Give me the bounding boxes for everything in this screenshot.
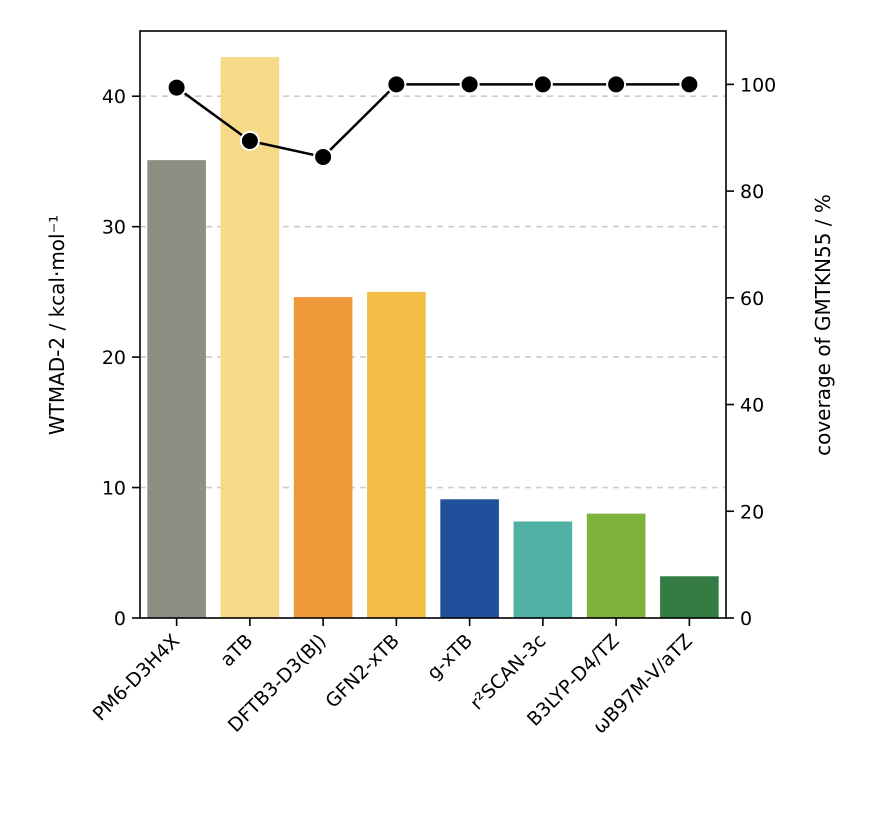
coverage-point-4 — [459, 74, 480, 95]
coverage-point-3 — [386, 74, 407, 95]
y2-tick-label: 60 — [740, 288, 764, 310]
coverage-point-0 — [166, 77, 187, 98]
coverage-point-6 — [606, 74, 627, 95]
bar-2 — [293, 297, 353, 618]
bar-4 — [440, 499, 499, 618]
y-tick-label: 40 — [102, 86, 126, 108]
x-tick-label: GFN2-xTB — [321, 630, 404, 713]
line-layer — [166, 74, 700, 167]
y2-tick-label: 100 — [740, 74, 776, 96]
y2-tick-label: 80 — [740, 181, 764, 203]
bar-3 — [367, 291, 426, 618]
x-tick-label: aTB — [216, 630, 257, 671]
y-tick-label: 10 — [102, 478, 126, 500]
x-tick-label: PM6-D3H4X — [89, 630, 184, 725]
bar-0 — [147, 160, 206, 618]
y-tick-label: 30 — [102, 217, 126, 239]
y-tick-label: 0 — [114, 608, 126, 630]
x-tick-label: g-xTB — [423, 630, 477, 684]
y-tick-label: 20 — [102, 347, 126, 369]
coverage-line — [175, 83, 690, 159]
coverage-point-7 — [679, 74, 700, 95]
bar-layer — [147, 57, 719, 619]
bar-7 — [660, 576, 719, 618]
bar-6 — [586, 513, 646, 618]
coverage-point-1 — [239, 130, 260, 151]
coverage-point-2 — [313, 146, 334, 167]
y2-tick-label: 40 — [740, 395, 764, 417]
y-axis-label: WTMAD-2 / kcal·mol⁻¹ — [45, 215, 69, 435]
bar-5 — [513, 521, 573, 618]
y2-axis-label: coverage of GMTKN55 / % — [811, 194, 835, 456]
plot-frame — [139, 30, 727, 619]
grid-layer — [140, 95, 726, 489]
y2-tick-label: 0 — [740, 608, 752, 630]
coverage-point-5 — [532, 74, 553, 95]
y2-tick-label: 20 — [740, 501, 764, 523]
